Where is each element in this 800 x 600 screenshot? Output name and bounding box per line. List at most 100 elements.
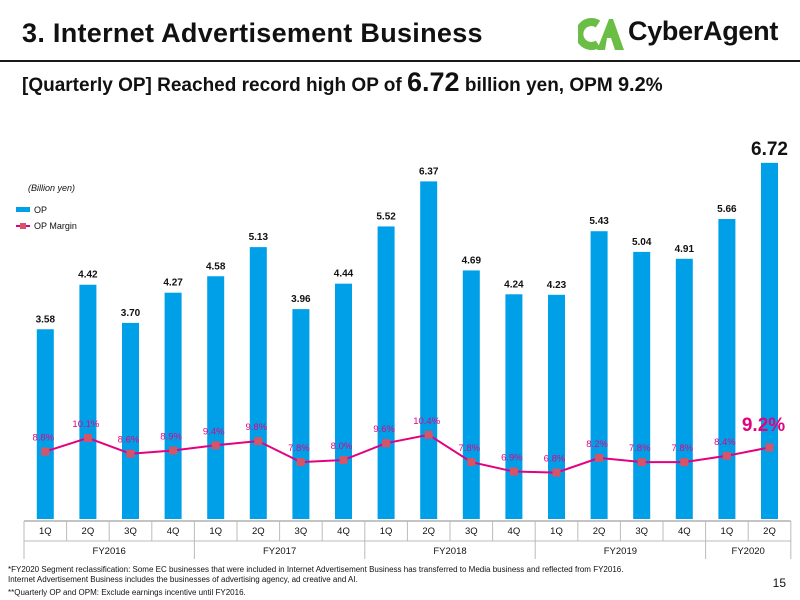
op-margin-marker: [296, 458, 305, 467]
op-bar: [377, 226, 395, 519]
quarter-tick-label: 3Q: [465, 526, 478, 537]
quarter-tick-label: 1Q: [209, 526, 222, 537]
legend-margin-marker: [20, 223, 26, 229]
subtitle-op-value: 6.72: [407, 67, 460, 97]
op-margin-marker: [41, 447, 50, 456]
op-value-label: 6.37: [419, 166, 439, 177]
op-margin-label: 7.8%: [629, 443, 651, 454]
quarter-tick-label: 4Q: [508, 526, 521, 537]
legend-op-swatch: [16, 207, 30, 212]
quarter-tick-label: 1Q: [721, 526, 734, 537]
op-value-label: 5.43: [589, 216, 609, 227]
footnote-3: **Quarterly OP and OPM: Exclude earnings…: [8, 588, 246, 597]
title-divider: [0, 60, 800, 62]
op-bar: [79, 284, 97, 519]
quarter-tick-label: 4Q: [678, 526, 691, 537]
slide-title: 3. Internet Advertisement Business: [22, 18, 483, 48]
op-bar: [122, 322, 139, 519]
footnote-2: Internet Advertisement Business includes…: [8, 575, 358, 584]
quarter-tick-label: 4Q: [167, 526, 180, 537]
op-margin-marker: [211, 441, 220, 450]
fiscal-year-label: FY2019: [604, 546, 637, 557]
op-margin-marker: [169, 446, 178, 455]
op-value-label: 4.44: [334, 269, 354, 280]
op-bar: [164, 292, 182, 519]
op-bar: [633, 251, 651, 519]
op-margin-label: 9.8%: [245, 422, 267, 433]
quarter-tick-label: 2Q: [422, 526, 435, 537]
op-value-label: 4.24: [504, 279, 524, 290]
op-bar: [207, 276, 225, 519]
op-margin-label: 6.8%: [544, 454, 566, 465]
op-margin-marker: [509, 467, 518, 476]
op-margin-marker: [126, 449, 135, 458]
op-margin-label: 10.4%: [413, 416, 440, 427]
op-margin-label: 7.8%: [288, 443, 310, 454]
op-margin-marker: [382, 439, 391, 448]
quarter-tick-label: 3Q: [295, 526, 308, 537]
op-bar: [420, 181, 438, 519]
op-bar: [675, 258, 693, 519]
quarter-tick-label: 3Q: [635, 526, 648, 537]
op-bar: [36, 329, 54, 519]
op-value-label: 6.72: [751, 139, 788, 160]
op-bar: [718, 219, 736, 519]
op-margin-label: 9.4%: [203, 426, 225, 437]
fiscal-year-label: FY2018: [433, 546, 466, 557]
op-margin-label: 8.2%: [586, 439, 608, 450]
logo-text: CyberAgent: [628, 16, 779, 46]
quarter-tick-label: 1Q: [39, 526, 52, 537]
quarter-tick-label: 1Q: [380, 526, 393, 537]
op-bar: [761, 162, 778, 519]
op-bar: [335, 283, 352, 519]
op-margin-marker: [680, 458, 689, 467]
op-margin-line: [44, 433, 770, 474]
op-margin-label: 9.6%: [373, 424, 395, 435]
op-bar: [462, 270, 480, 519]
quarter-tick-label: 2Q: [763, 526, 776, 537]
op-margin-label: 10.1%: [72, 419, 99, 430]
ca-logo-icon: [578, 18, 624, 50]
op-margin-marker: [424, 430, 433, 439]
op-margin-marker: [722, 451, 731, 460]
op-value-label: 5.52: [376, 211, 396, 222]
op-bar: [249, 247, 267, 520]
cyberagent-logo: CyberAgent: [578, 14, 790, 54]
op-margin-marker: [467, 458, 476, 467]
unit-label: (Billion yen): [28, 183, 75, 193]
op-value-label: 4.69: [462, 255, 482, 266]
quarter-tick-label: 4Q: [337, 526, 350, 537]
op-value-label: 5.66: [717, 204, 737, 215]
op-margin-label: 9.2%: [742, 415, 785, 436]
legend-op-label: OP: [34, 205, 47, 215]
op-bar: [590, 231, 608, 519]
page-number: 15: [772, 576, 786, 590]
op-margin-marker: [637, 458, 646, 467]
quarter-tick-label: 2Q: [593, 526, 606, 537]
fiscal-year-label: FY2017: [263, 546, 296, 557]
op-margin-marker: [254, 437, 263, 446]
quarter-tick-label: 3Q: [124, 526, 137, 537]
op-margin-label: 7.8%: [671, 443, 693, 454]
op-value-label: 4.58: [206, 261, 226, 272]
op-value-label: 3.96: [291, 294, 311, 305]
subtitle-middle: billion yen, OPM: [459, 75, 618, 96]
subtitle-suffix: %: [645, 75, 663, 96]
op-value-label: 3.70: [121, 308, 141, 319]
op-bar: [505, 294, 523, 519]
op-margin-label: 6.9%: [501, 453, 523, 464]
legend-margin-label: OP Margin: [34, 221, 77, 231]
op-margin-marker: [765, 443, 774, 452]
op-margin-marker: [83, 433, 92, 442]
op-value-label: 3.58: [36, 314, 56, 325]
op-margin-label: 7.8%: [458, 443, 480, 454]
footnote-1: *FY2020 Segment reclassification: Some E…: [8, 565, 624, 574]
subtitle-prefix: [Quarterly OP] Reached record high OP of: [22, 75, 408, 96]
op-value-label: 4.42: [78, 270, 98, 281]
op-value-label: 4.23: [547, 280, 567, 291]
quarter-tick-label: 1Q: [550, 526, 563, 537]
op-value-label: 4.91: [675, 244, 695, 255]
op-value-label: 5.13: [249, 232, 269, 243]
op-margin-label: 8.0%: [331, 441, 353, 452]
op-value-label: 4.27: [163, 278, 183, 289]
